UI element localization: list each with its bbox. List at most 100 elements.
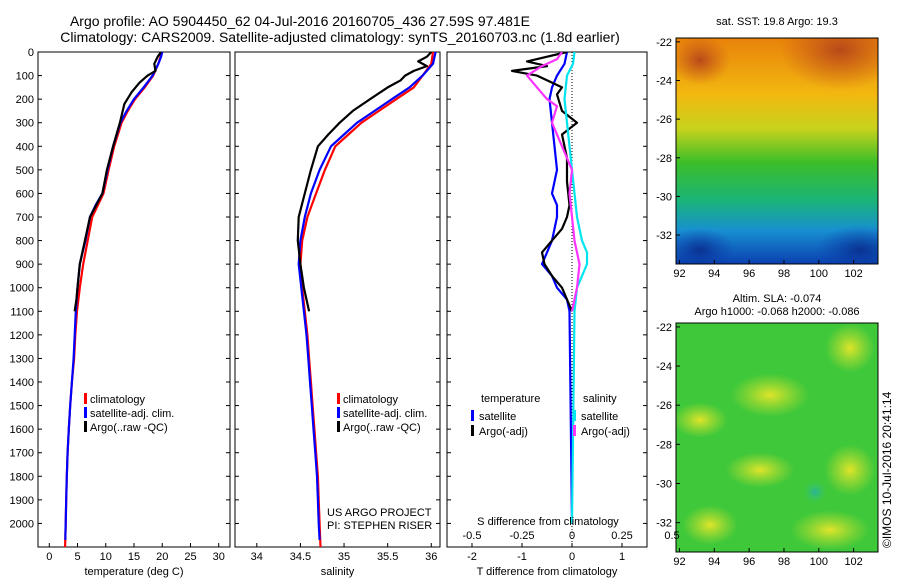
x-tick-label: 0 bbox=[569, 551, 575, 563]
plot-frame bbox=[234, 51, 441, 548]
map-y-tick-label: -22 bbox=[656, 322, 672, 334]
map-y-tick-label: -32 bbox=[656, 518, 672, 530]
x-axis-label: salinity bbox=[321, 566, 355, 578]
legend-label: satellite bbox=[479, 411, 516, 423]
legend-label: climatology bbox=[90, 394, 146, 406]
figure-title-line2: Climatology: CARS2009. Satellite-adjuste… bbox=[60, 29, 620, 45]
sla-high-patch bbox=[676, 402, 728, 438]
map-y-tick-label: -24 bbox=[656, 361, 672, 373]
sla-high-patch bbox=[730, 373, 810, 417]
s-diff-axis-label: S difference from climatology bbox=[477, 516, 619, 528]
legend-label: satellite-adj. clim. bbox=[343, 408, 427, 420]
difference-panel: -2 -1 0 1T difference from climatology -0.5 -… bbox=[446, 51, 680, 578]
figure-title-line1: Argo profile: AO 5904450_62 04-Jul-2016 … bbox=[69, 13, 531, 29]
legend-swatch bbox=[84, 407, 87, 418]
map-x-tick-label: 94 bbox=[708, 556, 720, 568]
sst-map-title: sat. SST: 19.8 Argo: 19.3 bbox=[716, 16, 838, 28]
y-tick-label: 1100 bbox=[10, 306, 34, 318]
y-tick-label: 300 bbox=[16, 118, 34, 130]
temperature-panel: 0100200300400500600700800900100011001200… bbox=[10, 47, 231, 578]
legend-label: Argo(-adj) bbox=[479, 426, 528, 438]
legend-label: climatology bbox=[343, 394, 399, 406]
series-line-climatology bbox=[63, 52, 163, 547]
x-tick-label: -1 bbox=[517, 551, 527, 563]
legend-group-title: salinity bbox=[583, 393, 617, 405]
map-x-tick-label: 92 bbox=[673, 268, 685, 280]
legend-label: satellite bbox=[581, 411, 618, 423]
pi-annotation: PI: STEPHEN RISER bbox=[327, 520, 432, 532]
legend-swatch bbox=[84, 393, 87, 404]
x-tick-label: 15 bbox=[128, 551, 140, 563]
x-tick-label: 20 bbox=[156, 551, 168, 563]
legend-swatch bbox=[337, 393, 340, 404]
map-x-tick-label: 96 bbox=[743, 268, 755, 280]
plot-frame bbox=[446, 51, 648, 548]
series-group bbox=[296, 52, 437, 547]
x-tick-label: 36 bbox=[425, 551, 437, 563]
sla-high-patch bbox=[825, 323, 875, 373]
y-tick-label: 1000 bbox=[10, 283, 34, 295]
map-y-tick-label: -26 bbox=[656, 400, 672, 412]
sst-warm-patch bbox=[780, 38, 878, 90]
map-x-tick-label: 98 bbox=[778, 556, 790, 568]
legend-swatch bbox=[471, 425, 474, 436]
legend-group-title: temperature bbox=[481, 393, 540, 405]
top-tick-label: -0.25 bbox=[509, 530, 534, 542]
sla-map bbox=[675, 322, 879, 553]
y-tick-label: 400 bbox=[16, 141, 34, 153]
y-tick-label: 500 bbox=[16, 165, 34, 177]
map-x-tick-label: 94 bbox=[708, 268, 720, 280]
legend-swatch bbox=[337, 407, 340, 418]
series-line-temperature-satellite bbox=[540, 52, 574, 524]
series-line-satellite-adj-clim- bbox=[297, 52, 437, 540]
map-y-tick-label: -30 bbox=[656, 478, 672, 490]
legend-label: Argo(-adj) bbox=[581, 426, 630, 438]
x-tick-label: 35.5 bbox=[377, 551, 398, 563]
sla-high-patch bbox=[725, 452, 795, 488]
sla-high-patch bbox=[790, 510, 870, 550]
legend-swatch bbox=[573, 410, 576, 421]
y-tick-label: 1800 bbox=[10, 471, 34, 483]
y-tick-label: 1400 bbox=[10, 377, 34, 389]
top-tick-label: 0.5 bbox=[664, 530, 679, 542]
y-tick-label: 1500 bbox=[10, 401, 34, 413]
sst-cold-patch bbox=[676, 228, 735, 264]
x-axis-label: T difference from climatology bbox=[477, 566, 618, 578]
map-x-tick-label: 96 bbox=[743, 556, 755, 568]
series-line-argo-raw-qc- bbox=[296, 52, 433, 312]
legend-swatch bbox=[573, 425, 576, 436]
y-tick-label: 900 bbox=[16, 259, 34, 271]
map-y-tick-label: -32 bbox=[656, 230, 672, 242]
y-tick-label: 0 bbox=[28, 47, 34, 59]
y-tick-label: 1200 bbox=[10, 330, 34, 342]
map-x-tick-label: 102 bbox=[844, 268, 862, 280]
timestamp-stamp: ©IMOS 10-Jul-2016 20:41:14 bbox=[880, 391, 894, 548]
sla-high-patch bbox=[824, 444, 876, 496]
y-tick-label: 1700 bbox=[10, 448, 34, 460]
map-y-tick-label: -28 bbox=[656, 439, 672, 451]
x-tick-label: 25 bbox=[184, 551, 196, 563]
map-y-tick-label: -24 bbox=[656, 75, 672, 87]
x-tick-label: 35 bbox=[338, 551, 350, 563]
y-tick-label: 600 bbox=[16, 188, 34, 200]
salinity-panel: 34 34.5 35 35.5 36 salinity climatology satelli… bbox=[234, 51, 441, 578]
sst-warm-patch bbox=[676, 38, 730, 85]
top-tick-label: 0.25 bbox=[611, 530, 632, 542]
y-tick-label: 1900 bbox=[10, 495, 34, 507]
legend-label: Argo(..raw -QC) bbox=[343, 422, 421, 434]
y-tick-label: 1600 bbox=[10, 424, 34, 436]
x-tick-label: 1 bbox=[619, 551, 625, 563]
sla-map-subtitle: Argo h1000: -0.068 h2000: -0.086 bbox=[694, 306, 859, 318]
map-y-tick-label: -26 bbox=[656, 114, 672, 126]
sst-map bbox=[675, 37, 879, 265]
y-tick-label: 100 bbox=[16, 71, 34, 83]
x-axis-label: temperature (deg C) bbox=[84, 566, 183, 578]
x-tick-label: 34.5 bbox=[290, 551, 311, 563]
y-tick-label: 700 bbox=[16, 212, 34, 224]
series-line-temperature-argo-adj- bbox=[510, 52, 579, 312]
map-y-tick-label: -28 bbox=[656, 153, 672, 165]
sst-map-axes: 92 94 96 98 100 102 -22 -24 -26 -28 -30 -32 bbox=[656, 37, 863, 280]
legend-swatch bbox=[471, 410, 474, 421]
x-tick-label: 10 bbox=[100, 551, 112, 563]
series-line-salinity-satellite bbox=[563, 52, 589, 524]
